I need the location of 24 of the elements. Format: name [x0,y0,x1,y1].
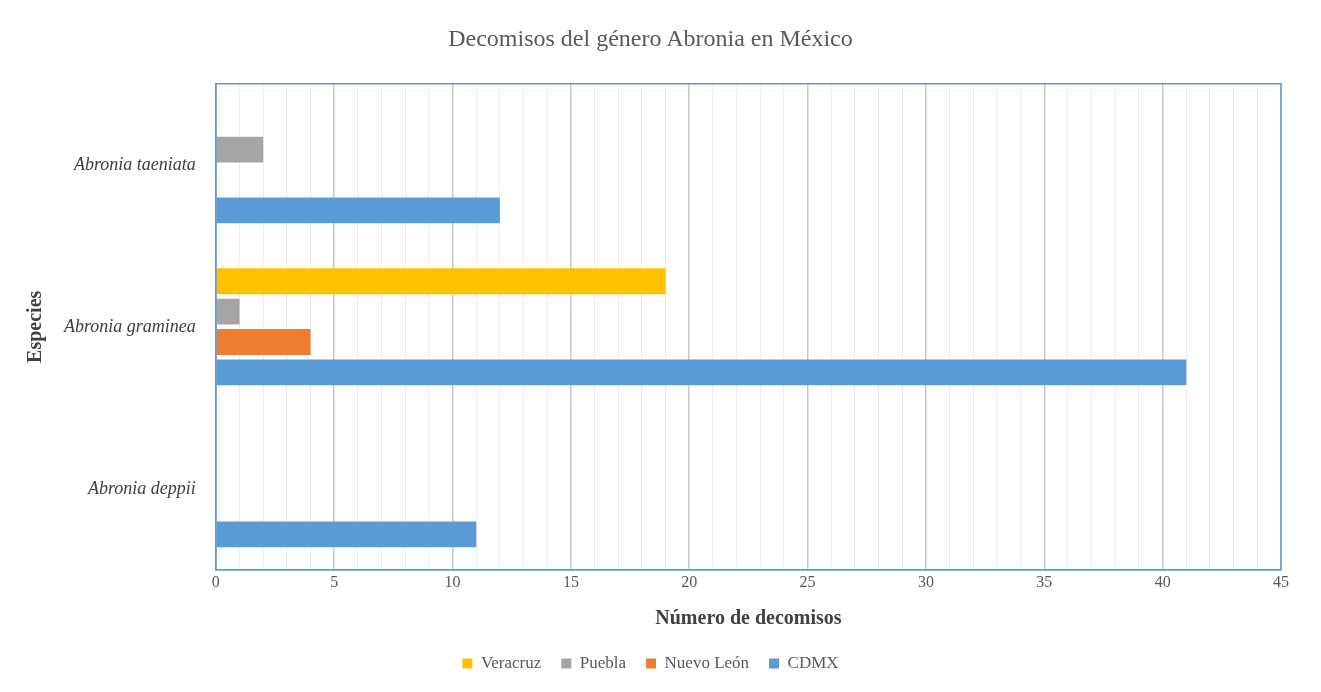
bar [216,329,311,355]
bar [216,268,666,295]
x-tick-label: 0 [211,572,220,590]
legend-label: CDMX [787,652,839,672]
chart-title: Decomisos del género Abronia en México [448,24,853,51]
y-tick-label: Abronia graminea [63,315,196,336]
x-tick-label: 35 [1036,572,1053,590]
legend-label: Veracruz [480,652,542,672]
legend-label: Nuevo León [664,652,750,672]
x-tick-label: 40 [1154,572,1171,590]
legend-label: Puebla [579,652,627,672]
x-tick-label: 5 [330,572,339,590]
x-axis-title: Número de decomisos [655,606,842,629]
y-tick-label: Abronia taeniata [73,153,196,174]
bar [216,298,240,325]
x-tick-label: 15 [562,572,579,590]
y-tick-label: Abronia deppii [87,477,196,498]
bar [216,136,264,163]
x-tick-label: 10 [444,572,461,590]
x-tick-label: 30 [917,572,934,590]
x-tick-label: 20 [681,572,698,590]
y-axis-title: Especies [23,290,47,363]
x-tick-label: 25 [799,572,816,590]
x-tick-label: 45 [1273,572,1289,590]
